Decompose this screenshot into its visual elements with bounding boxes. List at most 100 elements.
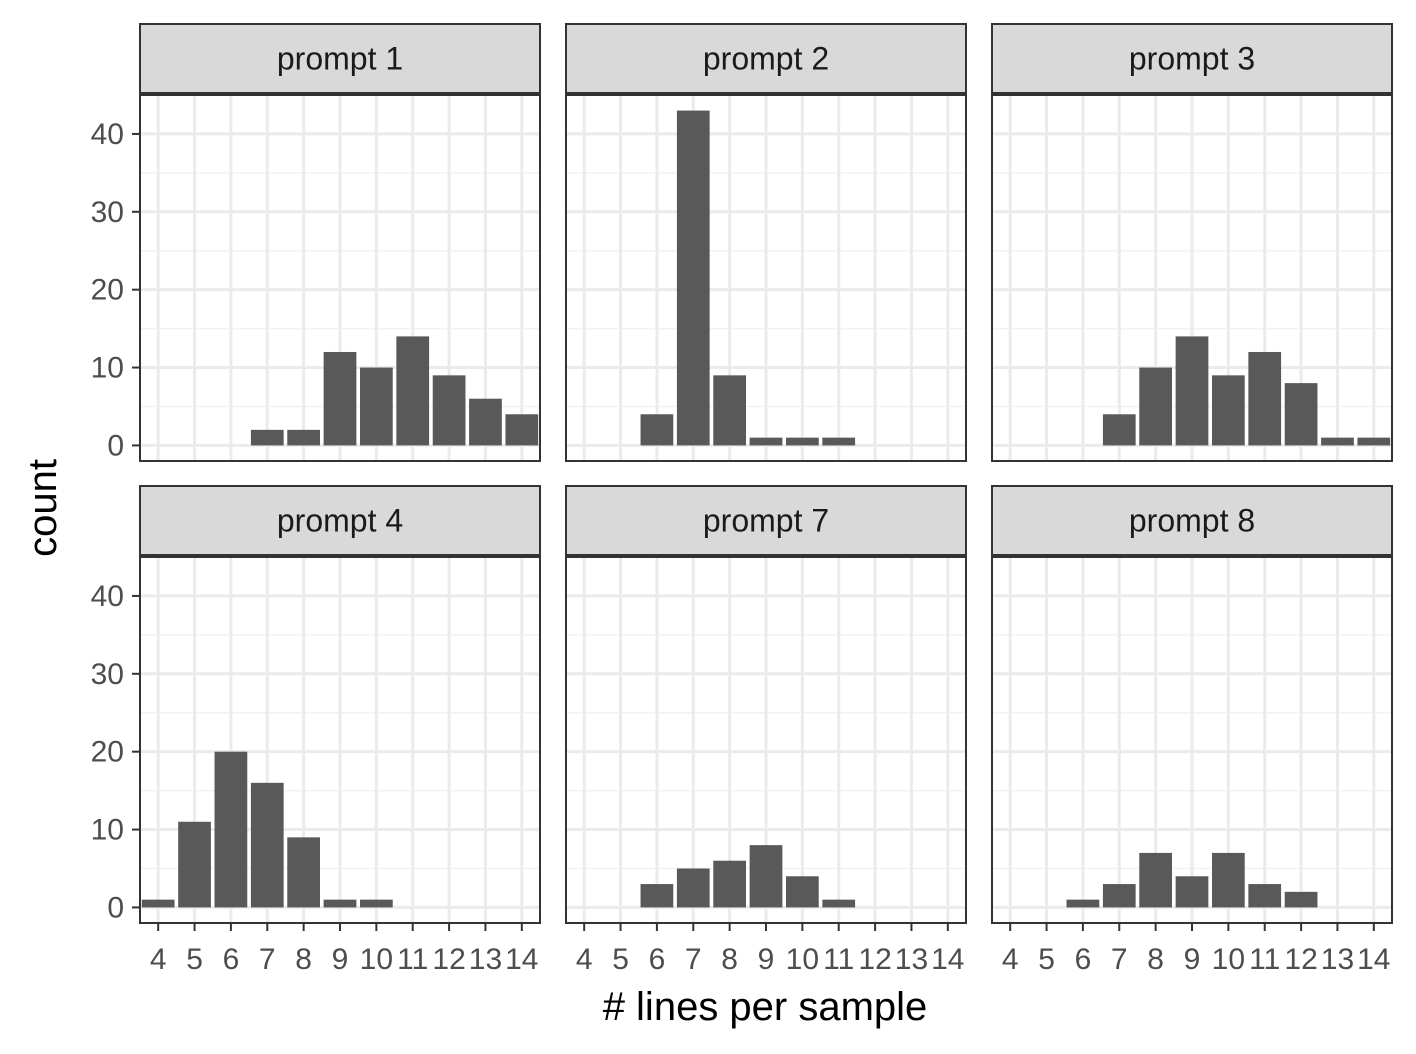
x-tick-label: 5 [1038, 943, 1055, 976]
facet-panel: prompt 3 [991, 23, 1393, 462]
x-tick-label: 10 [360, 943, 393, 976]
bar [250, 782, 284, 908]
bar [1102, 884, 1136, 908]
bar [786, 437, 819, 446]
facet-strip-label: prompt 7 [703, 503, 829, 539]
bar [1102, 414, 1136, 446]
bar [360, 367, 393, 446]
bar [749, 437, 783, 446]
bar [323, 899, 357, 908]
facet-strip-label: prompt 4 [277, 503, 403, 539]
x-tick-label: 10 [786, 943, 819, 976]
y-axis-title: count [21, 459, 65, 557]
bar [1248, 884, 1282, 908]
bar [323, 351, 357, 446]
bar [1284, 891, 1318, 908]
facet-strip [139, 23, 541, 94]
bar [1066, 899, 1100, 908]
x-tick-label: 14 [505, 943, 538, 976]
x-tick-label: 13 [895, 943, 928, 976]
bar [1357, 437, 1391, 446]
facet-panel: prompt 8 4 5 6 7 8 9 10 11 12 13 14 [991, 485, 1393, 976]
bar [396, 336, 430, 446]
bar [1212, 852, 1245, 908]
x-tick-label: 4 [150, 943, 167, 976]
bar [1139, 367, 1172, 446]
bar [713, 375, 746, 446]
facet-panel: prompt 1 0 10 20 30 40 [91, 23, 541, 462]
bar [505, 414, 539, 446]
x-tick-label: 5 [612, 943, 629, 976]
y-tick-label: 40 [91, 580, 124, 613]
facet-strip [565, 485, 967, 556]
x-axis-title: # lines per sample [603, 985, 928, 1029]
y-tick-label: 10 [91, 814, 124, 847]
bar [822, 899, 856, 908]
x-tick-label: 12 [858, 943, 891, 976]
facet-strip-label: prompt 1 [277, 41, 403, 77]
facet-panel: prompt 2 [565, 23, 967, 462]
x-tick-label: 6 [1075, 943, 1092, 976]
x-tick-label: 11 [1249, 943, 1280, 976]
y-tick-label: 0 [107, 891, 124, 924]
y-tick-label: 20 [91, 274, 124, 307]
facet-panel: prompt 7 4 5 6 7 8 9 10 11 12 13 14 [565, 485, 967, 976]
panel-border [565, 94, 967, 462]
bar [432, 375, 466, 446]
panel-border [991, 94, 1393, 462]
y-tick-label: 10 [91, 352, 124, 385]
y-tick-label: 20 [91, 736, 124, 769]
x-tick-label: 14 [1357, 943, 1390, 976]
x-tick-label: 5 [186, 943, 203, 976]
bar [360, 899, 393, 908]
x-tick-label: 13 [1321, 943, 1354, 976]
bar [1175, 336, 1209, 446]
bar [822, 437, 856, 446]
x-tick-label: 7 [1111, 943, 1128, 976]
bar [1139, 852, 1172, 908]
bar [1321, 437, 1354, 446]
x-tick-label: 14 [931, 943, 964, 976]
x-tick-label: 4 [1002, 943, 1019, 976]
bar [749, 845, 783, 908]
x-tick-label: 8 [721, 943, 738, 976]
bar [786, 876, 819, 908]
bar [1212, 375, 1245, 446]
x-tick-label: 9 [758, 943, 775, 976]
bar [640, 414, 674, 446]
bar [287, 429, 320, 446]
x-tick-label: 8 [295, 943, 312, 976]
y-tick-label: 30 [91, 658, 124, 691]
bar [469, 398, 502, 446]
x-tick-label: 7 [259, 943, 276, 976]
x-tick-label: 9 [1184, 943, 1201, 976]
x-tick-label: 12 [1284, 943, 1317, 976]
panel-border [139, 94, 541, 462]
facet-strip [565, 23, 967, 94]
bar [1248, 351, 1282, 446]
bar [1284, 383, 1318, 446]
x-tick-label: 11 [823, 943, 854, 976]
x-tick-label: 4 [576, 943, 593, 976]
facet-strip [991, 485, 1393, 556]
bar [287, 837, 320, 908]
bar [676, 110, 710, 446]
bar [713, 860, 746, 908]
x-tick-label: 6 [649, 943, 666, 976]
x-tick-label: 7 [685, 943, 702, 976]
facet-strip-label: prompt 2 [703, 41, 829, 77]
x-tick-label: 10 [1212, 943, 1245, 976]
x-tick-label: 9 [332, 943, 349, 976]
bar [640, 884, 674, 908]
y-tick-label: 40 [91, 118, 124, 151]
facet-strip [991, 23, 1393, 94]
bar [178, 821, 211, 908]
bar [214, 751, 248, 908]
bar [250, 429, 284, 446]
y-tick-label: 30 [91, 196, 124, 229]
x-tick-label: 6 [223, 943, 240, 976]
bar [1175, 876, 1209, 908]
